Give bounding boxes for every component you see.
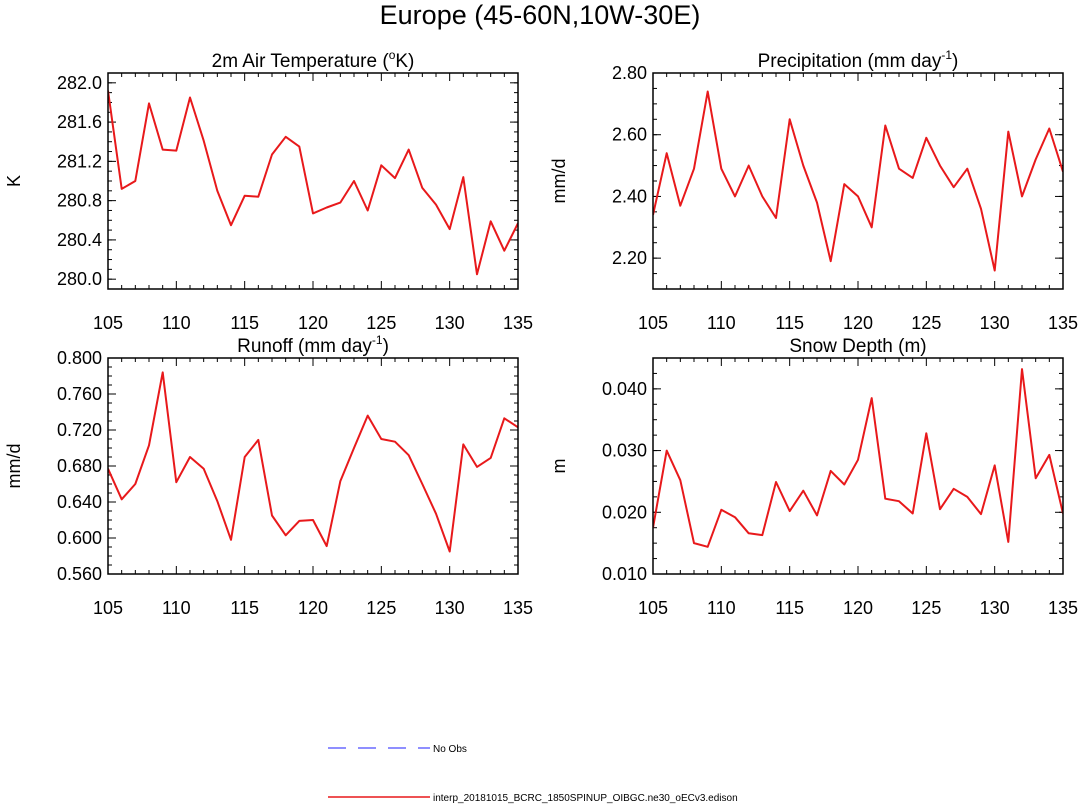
x-tick-label: 125 xyxy=(366,313,396,333)
y-tick-label: 282.0 xyxy=(57,73,102,93)
chart-panel-1: Precipitation (mm day-1) mm/d 105 110 115 120… xyxy=(549,48,1078,333)
series-line-0 xyxy=(653,368,1063,548)
x-tick-label: 125 xyxy=(911,313,941,333)
x-tick-label: 120 xyxy=(843,598,873,618)
panel-title-superscript: -1 xyxy=(941,48,952,62)
y-axis-label: m xyxy=(549,459,569,474)
x-tick-label: 135 xyxy=(1048,598,1078,618)
x-tick-label: 130 xyxy=(980,598,1010,618)
legend-label-model: interp_20181015_BCRC_1850SPINUP_OIBGC.ne… xyxy=(433,793,738,804)
panel-title-end: ) xyxy=(952,51,958,72)
panel-title: 2m Air Temperature (oK) xyxy=(212,48,415,72)
x-tick-label: 110 xyxy=(162,313,191,333)
x-tick-label: 105 xyxy=(638,598,668,618)
y-tick-label: 281.6 xyxy=(57,112,102,132)
y-tick-label: 0.030 xyxy=(602,441,647,461)
panel-title: Snow Depth (m) xyxy=(789,336,926,357)
panel-title-end: K) xyxy=(395,51,414,72)
y-tick-label: 0.640 xyxy=(57,492,102,512)
x-tick-label: 115 xyxy=(775,598,804,618)
x-tick-label: 115 xyxy=(230,313,259,333)
x-tick-label: 135 xyxy=(503,598,533,618)
x-tick-label: 110 xyxy=(707,598,736,618)
series-line-0 xyxy=(653,90,1063,272)
panel-title-main: Precipitation (mm day xyxy=(758,51,942,72)
x-tick-label: 135 xyxy=(1048,313,1078,333)
x-tick-label: 115 xyxy=(775,313,804,333)
y-tick-label: 0.800 xyxy=(57,348,102,368)
plot-frame xyxy=(107,72,519,290)
y-tick-label: 281.2 xyxy=(57,151,102,171)
y-tick-label: 280.8 xyxy=(57,191,102,211)
panel-title-main: Snow Depth (m) xyxy=(789,336,926,357)
y-tick-label: 0.720 xyxy=(57,420,102,440)
y-tick-label: 2.80 xyxy=(612,63,647,83)
panel-title-superscript: -1 xyxy=(372,333,383,347)
x-tick-label: 130 xyxy=(435,313,465,333)
x-tick-label: 115 xyxy=(230,598,259,618)
panel-title-main: Runoff (mm day xyxy=(237,336,372,357)
x-tick-label: 105 xyxy=(638,313,668,333)
plot-frame xyxy=(652,357,1064,575)
panel-title: Precipitation (mm day-1) xyxy=(758,48,959,72)
plot-frame xyxy=(107,357,519,575)
figure-title: Europe (45-60N,10W-30E) xyxy=(380,0,701,30)
y-tick-label: 0.040 xyxy=(602,379,647,399)
chart-panel-0: 2m Air Temperature (oK) K 105 110 115 120 125 1… xyxy=(4,48,533,333)
chart-panel-2: Runoff (mm day-1) mm/d 105 110 115 120 125 130 1… xyxy=(4,333,533,618)
x-tick-label: 105 xyxy=(93,313,123,333)
x-tick-label: 135 xyxy=(503,313,533,333)
panel-title-main: 2m Air Temperature ( xyxy=(212,51,390,72)
legend: No Obs interp_20181015_BCRC_1850SPINUP_O… xyxy=(328,744,738,804)
y-axis-label: mm/d xyxy=(4,444,24,489)
y-tick-label: 0.010 xyxy=(602,564,647,584)
y-axis-label: K xyxy=(4,175,24,187)
series-line-0 xyxy=(108,90,518,276)
x-tick-label: 125 xyxy=(911,598,941,618)
chart-panels: 2m Air Temperature (oK) K 105 110 115 120 125 1… xyxy=(4,48,1078,618)
panel-title: Runoff (mm day-1) xyxy=(237,333,389,357)
y-tick-label: 0.680 xyxy=(57,456,102,476)
legend-label-no-obs: No Obs xyxy=(433,744,467,755)
x-tick-label: 120 xyxy=(843,313,873,333)
x-tick-label: 125 xyxy=(366,598,396,618)
plot-frame xyxy=(652,72,1064,290)
y-tick-label: 280.0 xyxy=(57,269,102,289)
y-tick-label: 0.600 xyxy=(57,528,102,548)
y-tick-label: 2.40 xyxy=(612,186,647,206)
x-tick-label: 105 xyxy=(93,598,123,618)
y-tick-label: 2.20 xyxy=(612,248,647,268)
x-tick-label: 110 xyxy=(162,598,191,618)
series-line-0 xyxy=(108,371,518,553)
x-tick-label: 110 xyxy=(707,313,736,333)
y-tick-label: 0.020 xyxy=(602,502,647,522)
y-tick-label: 0.760 xyxy=(57,384,102,404)
y-tick-label: 0.560 xyxy=(57,564,102,584)
panel-title-end: ) xyxy=(383,336,389,357)
x-tick-label: 120 xyxy=(298,598,328,618)
panel-title-superscript: o xyxy=(389,48,396,62)
chart-panel-3: Snow Depth (m) m 105 110 115 120 125 130 135 0.01… xyxy=(549,336,1078,618)
y-tick-label: 280.4 xyxy=(57,230,102,250)
x-tick-label: 130 xyxy=(980,313,1010,333)
x-tick-label: 130 xyxy=(435,598,465,618)
y-tick-label: 2.60 xyxy=(612,125,647,145)
x-tick-label: 120 xyxy=(298,313,328,333)
y-axis-label: mm/d xyxy=(549,159,569,204)
